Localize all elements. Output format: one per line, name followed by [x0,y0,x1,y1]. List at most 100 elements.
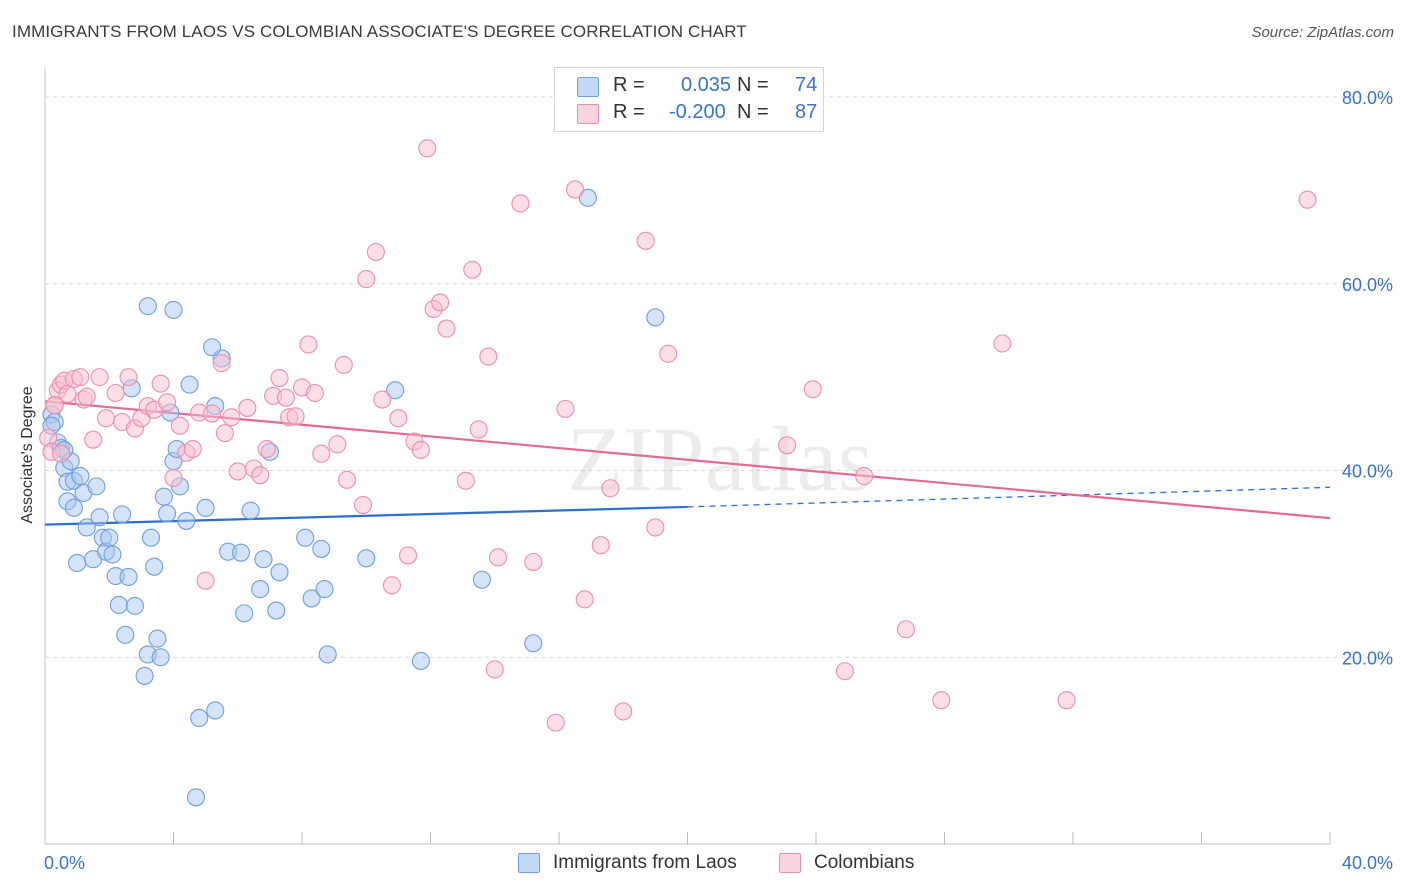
point-colombians [151,374,170,393]
point-colombians [398,546,418,565]
point-colombians [52,444,71,463]
point-laos [138,297,157,316]
point-laos [64,498,83,517]
point-colombians [511,194,530,213]
point-colombians [601,479,620,498]
point-laos [646,308,665,327]
point-colombians [614,702,633,721]
point-colombians [158,393,177,412]
point-laos [524,634,543,653]
source-label: Source: ZipAtlas.com [1251,24,1394,41]
point-colombians [312,444,331,463]
point-laos [180,375,199,394]
point-laos [254,550,273,569]
point-laos [411,651,430,671]
point-colombians [437,319,456,338]
point-laos [231,543,251,562]
point-colombians [90,368,109,387]
legend-r-value: 0.035 [681,74,732,96]
point-colombians [366,242,385,262]
chart-title: IMMIGRANTS FROM LAOS VS COLOMBIAN ASSOCI… [12,22,747,41]
legend-n-label: N = [737,101,769,123]
point-laos [203,338,222,357]
point-laos [68,553,87,572]
bottom-legend-label: Immigrants from Laos [553,852,737,873]
point-laos [164,300,183,319]
point-colombians [456,471,475,490]
legend-r-label: R = [613,74,645,96]
point-colombians [212,354,231,373]
point-laos [141,528,161,547]
point-colombians [835,662,854,681]
point-colombians [591,536,610,555]
point-laos [135,666,154,685]
point-colombians [855,467,874,486]
point-colombians [993,334,1012,353]
point-colombians [196,571,215,590]
point-colombians [164,468,183,488]
point-colombians [299,335,318,354]
legend-r-label: R = [613,101,645,123]
point-colombians [389,409,408,428]
point-colombians [84,430,103,449]
point-colombians [357,270,376,289]
point-colombians [575,590,594,609]
point-laos [190,708,209,727]
point-colombians [556,399,575,418]
point-laos [357,549,376,568]
point-colombians [183,439,202,459]
point-laos [87,477,106,496]
point-colombians [203,404,222,423]
point-colombians [337,470,357,489]
point-laos [196,498,215,517]
point-laos [145,557,164,576]
tick-labels: 20.0% 40.0% 60.0% 80.0% 0.0% 40.0% [44,88,1393,873]
point-laos [386,381,405,400]
point-colombians [932,691,951,710]
grid-lines [45,96,1392,658]
point-colombians [646,518,665,537]
point-laos [241,501,260,520]
y-tick-label: 60.0% [1342,275,1393,295]
point-colombians [636,231,655,250]
point-laos [235,604,254,623]
legend-swatch-pink [577,104,599,124]
correlation-legend: R = 0.035 N = 74 R = -0.200 N = 87 [554,67,824,132]
point-colombians [418,139,437,158]
point-colombians [1057,691,1076,710]
point-colombians [305,383,324,403]
bottom-legend-label: Colombians [814,852,915,873]
y-tick-label: 40.0% [1342,462,1393,482]
bottom-legend-swatch-blue [518,853,540,873]
point-laos [109,595,128,615]
point-colombians [659,344,678,363]
point-colombians [485,660,504,679]
point-laos [71,467,90,486]
point-colombians [238,398,257,417]
point-colombians [373,390,392,409]
point-colombians [1298,190,1317,209]
point-laos [90,508,109,527]
point-laos [206,701,225,720]
y-tick-label: 20.0% [1342,648,1393,668]
legend-n-label: N = [737,74,769,96]
point-laos [113,505,132,524]
point-laos [148,629,167,648]
trend-line-laos-dashed [687,486,1331,508]
point-laos [302,589,321,608]
point-laos [315,580,334,599]
point-laos [578,188,597,207]
point-colombians [778,436,797,455]
point-colombians [228,462,247,481]
point-laos [158,504,177,523]
x-tick-label: 40.0% [1342,853,1393,873]
point-colombians [479,347,498,366]
x-tick-label: 0.0% [44,853,85,873]
point-colombians [463,260,482,279]
point-laos [116,625,135,644]
point-laos [251,580,270,599]
point-colombians [58,384,77,403]
point-colombians [215,424,234,443]
point-colombians [411,440,430,460]
point-colombians [106,383,125,403]
